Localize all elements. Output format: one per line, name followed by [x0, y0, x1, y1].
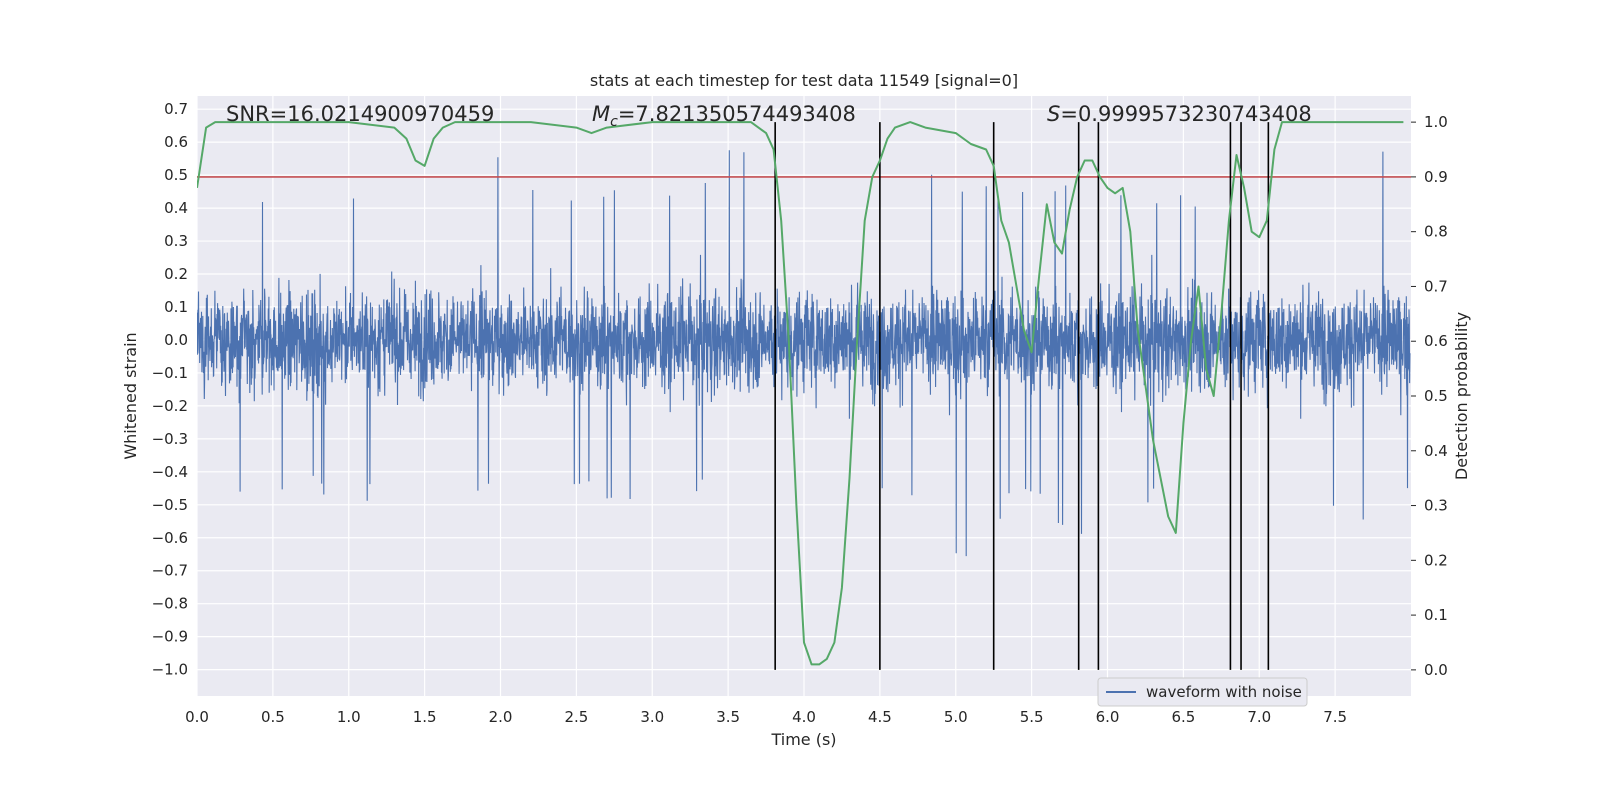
y-tick-label: −0.4 — [152, 463, 188, 481]
x-tick-label: 3.5 — [716, 708, 740, 726]
s-symbol: S — [1047, 102, 1060, 126]
x-tick-label: 6.0 — [1096, 708, 1120, 726]
y-tick-label: −0.5 — [152, 496, 188, 514]
x-tick-label: 0.0 — [185, 708, 209, 726]
x-tick-label: 7.5 — [1323, 708, 1347, 726]
y-axis-label: Whitened strain — [121, 332, 140, 459]
x-tick-label: 6.5 — [1171, 708, 1195, 726]
s-value: =0.9999573230743408 — [1060, 102, 1311, 126]
y2-tick-label: 0.9 — [1424, 168, 1448, 186]
y2-tick-label: 0.5 — [1424, 387, 1448, 405]
y-tick-label: −0.1 — [152, 364, 188, 382]
legend-label: waveform with noise — [1146, 683, 1302, 701]
y-tick-label: −0.6 — [152, 529, 188, 547]
y2-tick-label: 0.6 — [1424, 332, 1448, 350]
y2-tick-label: 0.8 — [1424, 223, 1448, 241]
y-tick-label: 0.6 — [164, 133, 188, 151]
x-tick-label: 0.5 — [261, 708, 285, 726]
mc-symbol: M — [592, 102, 610, 126]
x-tick-label: 1.5 — [413, 708, 437, 726]
y-tick-label: −0.9 — [152, 628, 188, 646]
x-tick-label: 5.0 — [944, 708, 968, 726]
y-tick-label: −0.3 — [152, 430, 188, 448]
waveform-series — [197, 150, 1411, 557]
x-tick-label: 4.0 — [792, 708, 816, 726]
y-tick-label: 0.1 — [164, 298, 188, 316]
x-tick-label: 3.0 — [640, 708, 664, 726]
y2-tick-label: 1.0 — [1424, 113, 1448, 131]
y2-axis-label: Detection probability — [1452, 312, 1471, 480]
y-tick-label: 0.2 — [164, 265, 188, 283]
chart-title: stats at each timestep for test data 115… — [590, 71, 1018, 90]
y-tick-label: 0.3 — [164, 232, 188, 250]
y2-tick-label: 0.2 — [1424, 551, 1448, 569]
y2-tick-label: 0.3 — [1424, 497, 1448, 515]
y-tick-label: −1.0 — [152, 661, 188, 679]
waveform-line — [197, 150, 1411, 557]
y2-tick-label: 0.7 — [1424, 277, 1448, 295]
y2-tick-label: 0.1 — [1424, 606, 1448, 624]
mc-value: =7.821350574493408 — [618, 102, 856, 126]
probability-line — [197, 121, 1404, 666]
x-tick-label: 5.5 — [1020, 708, 1044, 726]
y-tick-label: 0.4 — [164, 199, 188, 217]
y2-tick-label: 0.4 — [1424, 442, 1448, 460]
snr-annotation: SNR=16.0214900970459 — [226, 102, 494, 126]
x-tick-label: 4.5 — [868, 708, 892, 726]
y-tick-label: −0.7 — [152, 562, 188, 580]
mc-annotation: Mc=7.821350574493408 — [592, 102, 856, 130]
y-tick-label: −0.2 — [152, 397, 188, 415]
y-tick-label: −0.8 — [152, 595, 188, 613]
legend: waveform with noise — [1097, 677, 1308, 707]
y-tick-label: 0.7 — [164, 100, 188, 118]
y2-tick-label: 0.0 — [1424, 661, 1448, 679]
x-tick-label: 1.0 — [337, 708, 361, 726]
y-tick-label: 0.0 — [164, 331, 188, 349]
x-tick-label: 2.5 — [564, 708, 588, 726]
ticks: 0.0 0.5 1.0 1.5 2.0 2.5 3.0 3.5 4.0 4.5 5.0 5.5 6.0 6… — [152, 100, 1448, 726]
overlay — [197, 121, 1411, 670]
legend-box — [1097, 677, 1308, 707]
x-tick-label: 7.0 — [1247, 708, 1271, 726]
s-annotation: S=0.9999573230743408 — [1047, 102, 1312, 126]
x-axis-label: Time (s) — [770, 730, 836, 749]
mc-subscript: c — [610, 114, 618, 130]
x-tick-label: 2.0 — [489, 708, 513, 726]
y-tick-label: 0.5 — [164, 166, 188, 184]
